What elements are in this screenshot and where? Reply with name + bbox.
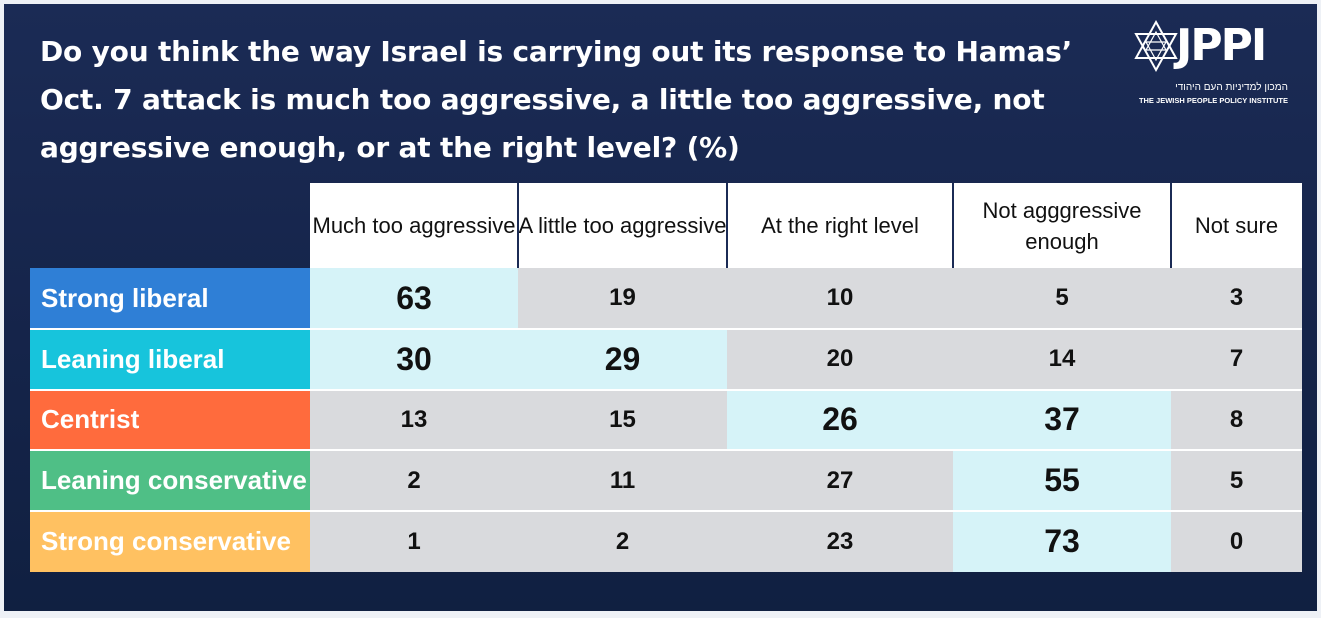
table-cell: 63 (310, 268, 518, 329)
table-cell: 20 (727, 328, 953, 390)
logo-english: THE JEWISH PEOPLE POLICY INSTITUTE (1138, 96, 1288, 105)
column-header: Not agggressive enough (953, 183, 1171, 268)
logo-wordmark: JPPI (1176, 20, 1267, 71)
table-cell: 2 (310, 450, 518, 512)
column-divider (517, 183, 519, 268)
table-cell: 27 (727, 450, 953, 512)
table-cell: 5 (953, 268, 1171, 329)
row-label: Leaning conservative (30, 450, 310, 512)
column-header: Not sure (1171, 183, 1302, 268)
data-table: Much too aggressive A little too aggressi… (30, 183, 1302, 572)
column-header: Much too aggressive (310, 183, 518, 268)
table-cell: 7 (1171, 328, 1302, 390)
column-divider (1170, 183, 1172, 268)
column-header: A little too aggressive (518, 183, 727, 268)
table-cell: 55 (953, 450, 1171, 512)
table-cell: 0 (1171, 511, 1302, 572)
row-divider (30, 388, 1302, 391)
column-header: At the right level (727, 183, 953, 268)
row-divider (30, 510, 1302, 513)
logo-hebrew: המכון למדיניות העם היהודי (1175, 82, 1288, 93)
row-label: Strong conservative (30, 511, 310, 572)
table-cell: 10 (727, 268, 953, 329)
row-label: Centrist (30, 389, 310, 451)
table-cell: 5 (1171, 450, 1302, 512)
table-cell: 23 (727, 511, 953, 572)
table-cell: 3 (1171, 268, 1302, 329)
chart-title: Do you think the way Israel is carrying … (40, 35, 1073, 164)
table-cell: 1 (310, 511, 518, 572)
table-cell: 29 (518, 328, 727, 390)
table-cell: 2 (518, 511, 727, 572)
table-cell: 14 (953, 328, 1171, 390)
row-label: Leaning liberal (30, 328, 310, 390)
jppi-star-icon (1134, 19, 1178, 73)
table-cell: 8 (1171, 389, 1302, 451)
table-cell: 19 (518, 268, 727, 329)
table-cell: 26 (727, 389, 953, 451)
table-cell: 30 (310, 328, 518, 390)
row-divider (30, 327, 1302, 330)
column-divider (952, 183, 954, 268)
table-cell: 11 (518, 450, 727, 512)
row-divider (30, 449, 1302, 452)
row-label: Strong liberal (30, 268, 310, 329)
table-cell: 37 (953, 389, 1171, 451)
table-cell: 15 (518, 389, 727, 451)
table-cell: 73 (953, 511, 1171, 572)
table-cell: 13 (310, 389, 518, 451)
column-divider (726, 183, 728, 268)
